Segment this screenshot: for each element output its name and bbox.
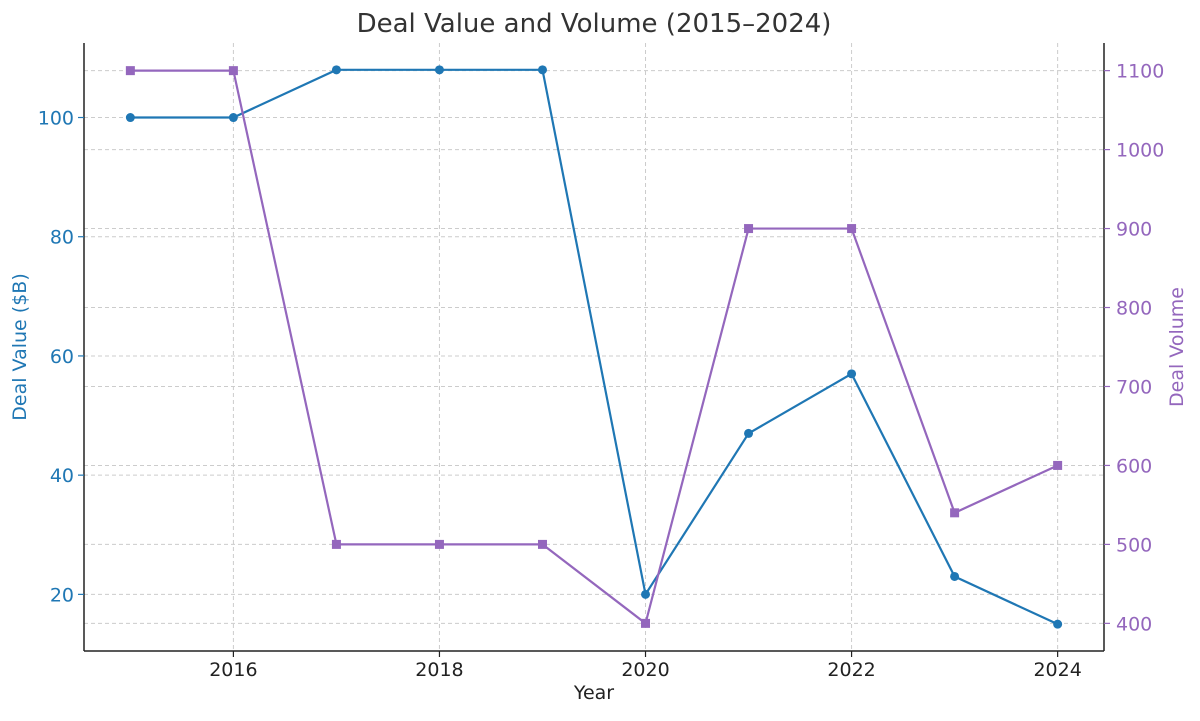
deal-volume-point: [641, 618, 651, 628]
y2-tick-label: 1000: [1116, 140, 1164, 162]
deal-volume-point: [847, 224, 857, 234]
y-axis-label: Deal Value ($B): [9, 273, 31, 420]
deal-value-point: [1053, 619, 1063, 629]
deal-value-point: [228, 113, 238, 123]
chart-title: Deal Value and Volume (2015–2024): [357, 9, 832, 39]
y2-tick-label: 1100: [1116, 61, 1164, 83]
y-tick-label: 80: [50, 227, 74, 249]
y2-tick-label: 900: [1116, 219, 1152, 241]
deal-volume-point: [1053, 460, 1063, 470]
x-tick-label: 2024: [1033, 659, 1081, 681]
x-tick-label: 2020: [621, 659, 669, 681]
series: [125, 65, 1063, 629]
y-tick-label: 100: [38, 108, 74, 130]
deal-value-point: [744, 428, 754, 438]
deal-value-point: [847, 369, 857, 379]
y2-tick-label: 700: [1116, 376, 1152, 398]
x-tick-label: 2016: [209, 659, 257, 681]
x-axis-label: Year: [573, 682, 614, 704]
deal-value-point: [331, 65, 341, 75]
y2-tick-label: 400: [1116, 613, 1152, 635]
deal-value-point: [641, 589, 651, 599]
deal-value-point: [434, 65, 444, 75]
y-tick-label: 60: [50, 346, 74, 368]
y2-tick-label: 800: [1116, 298, 1152, 320]
deal-volume-point: [950, 508, 960, 518]
deal-volume-point: [537, 539, 547, 549]
deal-volume-point: [125, 66, 135, 76]
ticks: 2016 2018 2020 2022 2024 20 40 60 80 100 400 500 600…: [38, 61, 1165, 681]
deal-value-series-line: [130, 68, 1059, 626]
deal-volume-point: [228, 66, 238, 76]
deal-volume-series-line: [130, 69, 1059, 626]
deal-value-point: [537, 65, 547, 75]
deal-volume-point: [434, 539, 444, 549]
y2-tick-label: 500: [1116, 534, 1152, 556]
x-tick-label: 2018: [415, 659, 463, 681]
grid-lines: [84, 43, 1104, 651]
y2-axis-label: Deal Volume: [1166, 287, 1188, 407]
axes: [83, 43, 1105, 652]
deal-volume-point: [331, 539, 341, 549]
y-tick-label: 20: [50, 584, 74, 606]
deal-value-point: [950, 571, 960, 581]
x-tick-label: 2022: [827, 659, 875, 681]
y-tick-label: 40: [50, 465, 74, 487]
y2-tick-label: 600: [1116, 455, 1152, 477]
deal-volume-point: [744, 224, 754, 234]
deal-value-point: [125, 113, 135, 123]
